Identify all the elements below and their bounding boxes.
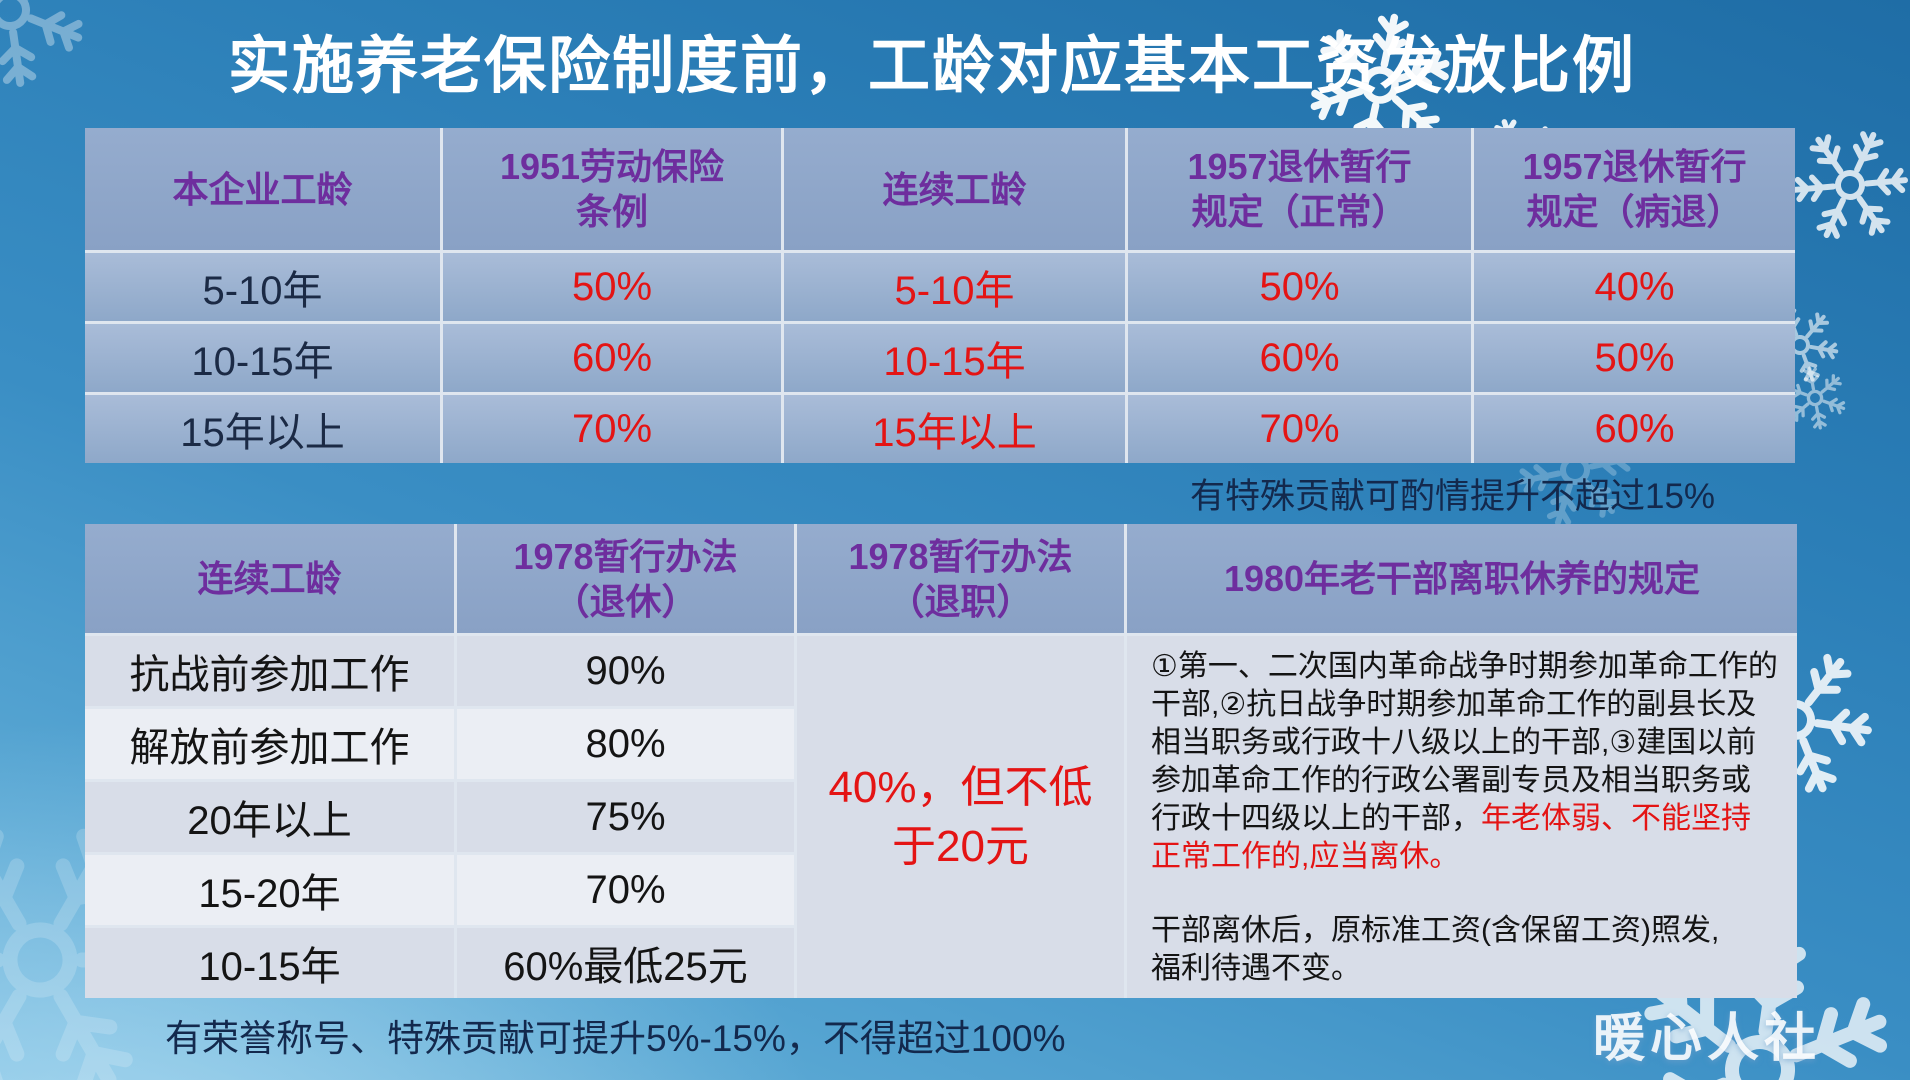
table1-cell: 50% [1474, 324, 1795, 392]
table1-cell: 5-10年 [784, 253, 1125, 321]
table2-resign-merged-cell: 40%，但不低于20元 [797, 636, 1124, 998]
table1-cell: 15年以上 [85, 395, 440, 463]
table1-cell: 50% [1128, 253, 1471, 321]
regulation-red-emphasis: 年老体弱、不能坚持正常工作的,应当离休。 [1151, 802, 1751, 873]
table2-cell: 15-20年 [85, 855, 454, 925]
table1-cell: 10-15年 [85, 324, 440, 392]
regulation-paragraph-2: 干部离休后，原标准工资(含保留工资)照发, 福利待遇不变。 [1151, 914, 1720, 985]
table1-cell: 60% [1128, 324, 1471, 392]
regulation-paragraph-1: ①第一、二次国内革命战争时期参加革命工作的干部,②抗日战争时期参加革命工作的副县… [1151, 650, 1778, 873]
table1-cell: 5-10年 [85, 253, 440, 321]
table1-cell: 70% [443, 395, 781, 463]
table2-cell: 解放前参加工作 [85, 709, 454, 779]
table1-header-1951-rule: 1951劳动保险条例 [443, 128, 781, 250]
table1-header-company-service: 本企业工龄 [85, 128, 440, 250]
table1-header-continuous-service: 连续工龄 [784, 128, 1125, 250]
table-1978-1980: 连续工龄 1978暂行办法（退休） 1978暂行办法（退职） 1980年老干部离… [85, 524, 1797, 998]
table2-header-1978-retire: 1978暂行办法（退休） [457, 524, 794, 633]
table2-1980-regulation-cell: ①第一、二次国内革命战争时期参加革命工作的干部,②抗日战争时期参加革命工作的副县… [1127, 636, 1797, 998]
table2-cell: 75% [457, 782, 794, 852]
table2-cell: 80% [457, 709, 794, 779]
table2-footnote: 有荣誉称号、特殊贡献可提升5%-15%，不得超过100% [165, 1018, 1066, 1059]
table1-cell: 60% [1474, 395, 1795, 463]
table2-cell: 20年以上 [85, 782, 454, 852]
table2-header-1978-resign: 1978暂行办法（退职） [797, 524, 1124, 633]
table1-cell: 70% [1128, 395, 1471, 463]
table-1951-1957: 本企业工龄 1951劳动保险条例 连续工龄 1957退休暂行规定（正常） 195… [85, 128, 1795, 463]
table1-cell: 15年以上 [784, 395, 1125, 463]
table1-header-1957-normal: 1957退休暂行规定（正常） [1128, 128, 1471, 250]
table1-cell: 10-15年 [784, 324, 1125, 392]
regulation-1980-text: ①第一、二次国内革命战争时期参加革命工作的干部,②抗日战争时期参加革命工作的副县… [1127, 636, 1797, 988]
watermark: 暖心人社 [1593, 1010, 1822, 1068]
table1-footnote: 有特殊贡献可酌情提升不超过15% [1190, 477, 1716, 516]
table2-cell: 60%最低25元 [457, 928, 794, 998]
table1-header-1957-illness: 1957退休暂行规定（病退） [1474, 128, 1795, 250]
table1-cell: 50% [443, 253, 781, 321]
table2-header-continuous-service: 连续工龄 [85, 524, 454, 633]
table2-cell: 90% [457, 636, 794, 706]
table2-cell: 抗战前参加工作 [85, 636, 454, 706]
table1-cell: 40% [1474, 253, 1795, 321]
table2-cell: 10-15年 [85, 928, 454, 998]
table2-header-1980-rule: 1980年老干部离职休养的规定 [1127, 524, 1797, 633]
page-title: 实施养老保险制度前，工龄对应基本工资发放比例 [228, 32, 1637, 101]
table2-cell: 70% [457, 855, 794, 925]
table1-cell: 60% [443, 324, 781, 392]
snowflake-icon [0, 0, 100, 100]
